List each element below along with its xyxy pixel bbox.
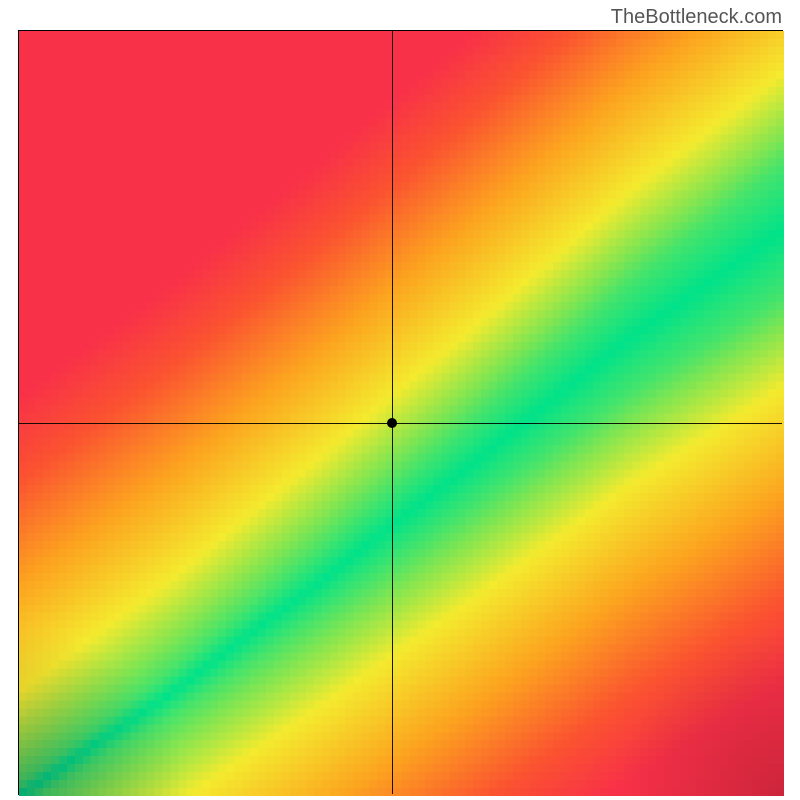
watermark-text: TheBottleneck.com — [611, 6, 782, 29]
crosshair-horizontal — [19, 423, 782, 424]
crosshair-vertical — [392, 31, 393, 794]
heatmap-canvas — [19, 31, 784, 796]
marker-dot — [387, 418, 397, 428]
plot-area — [18, 30, 783, 795]
